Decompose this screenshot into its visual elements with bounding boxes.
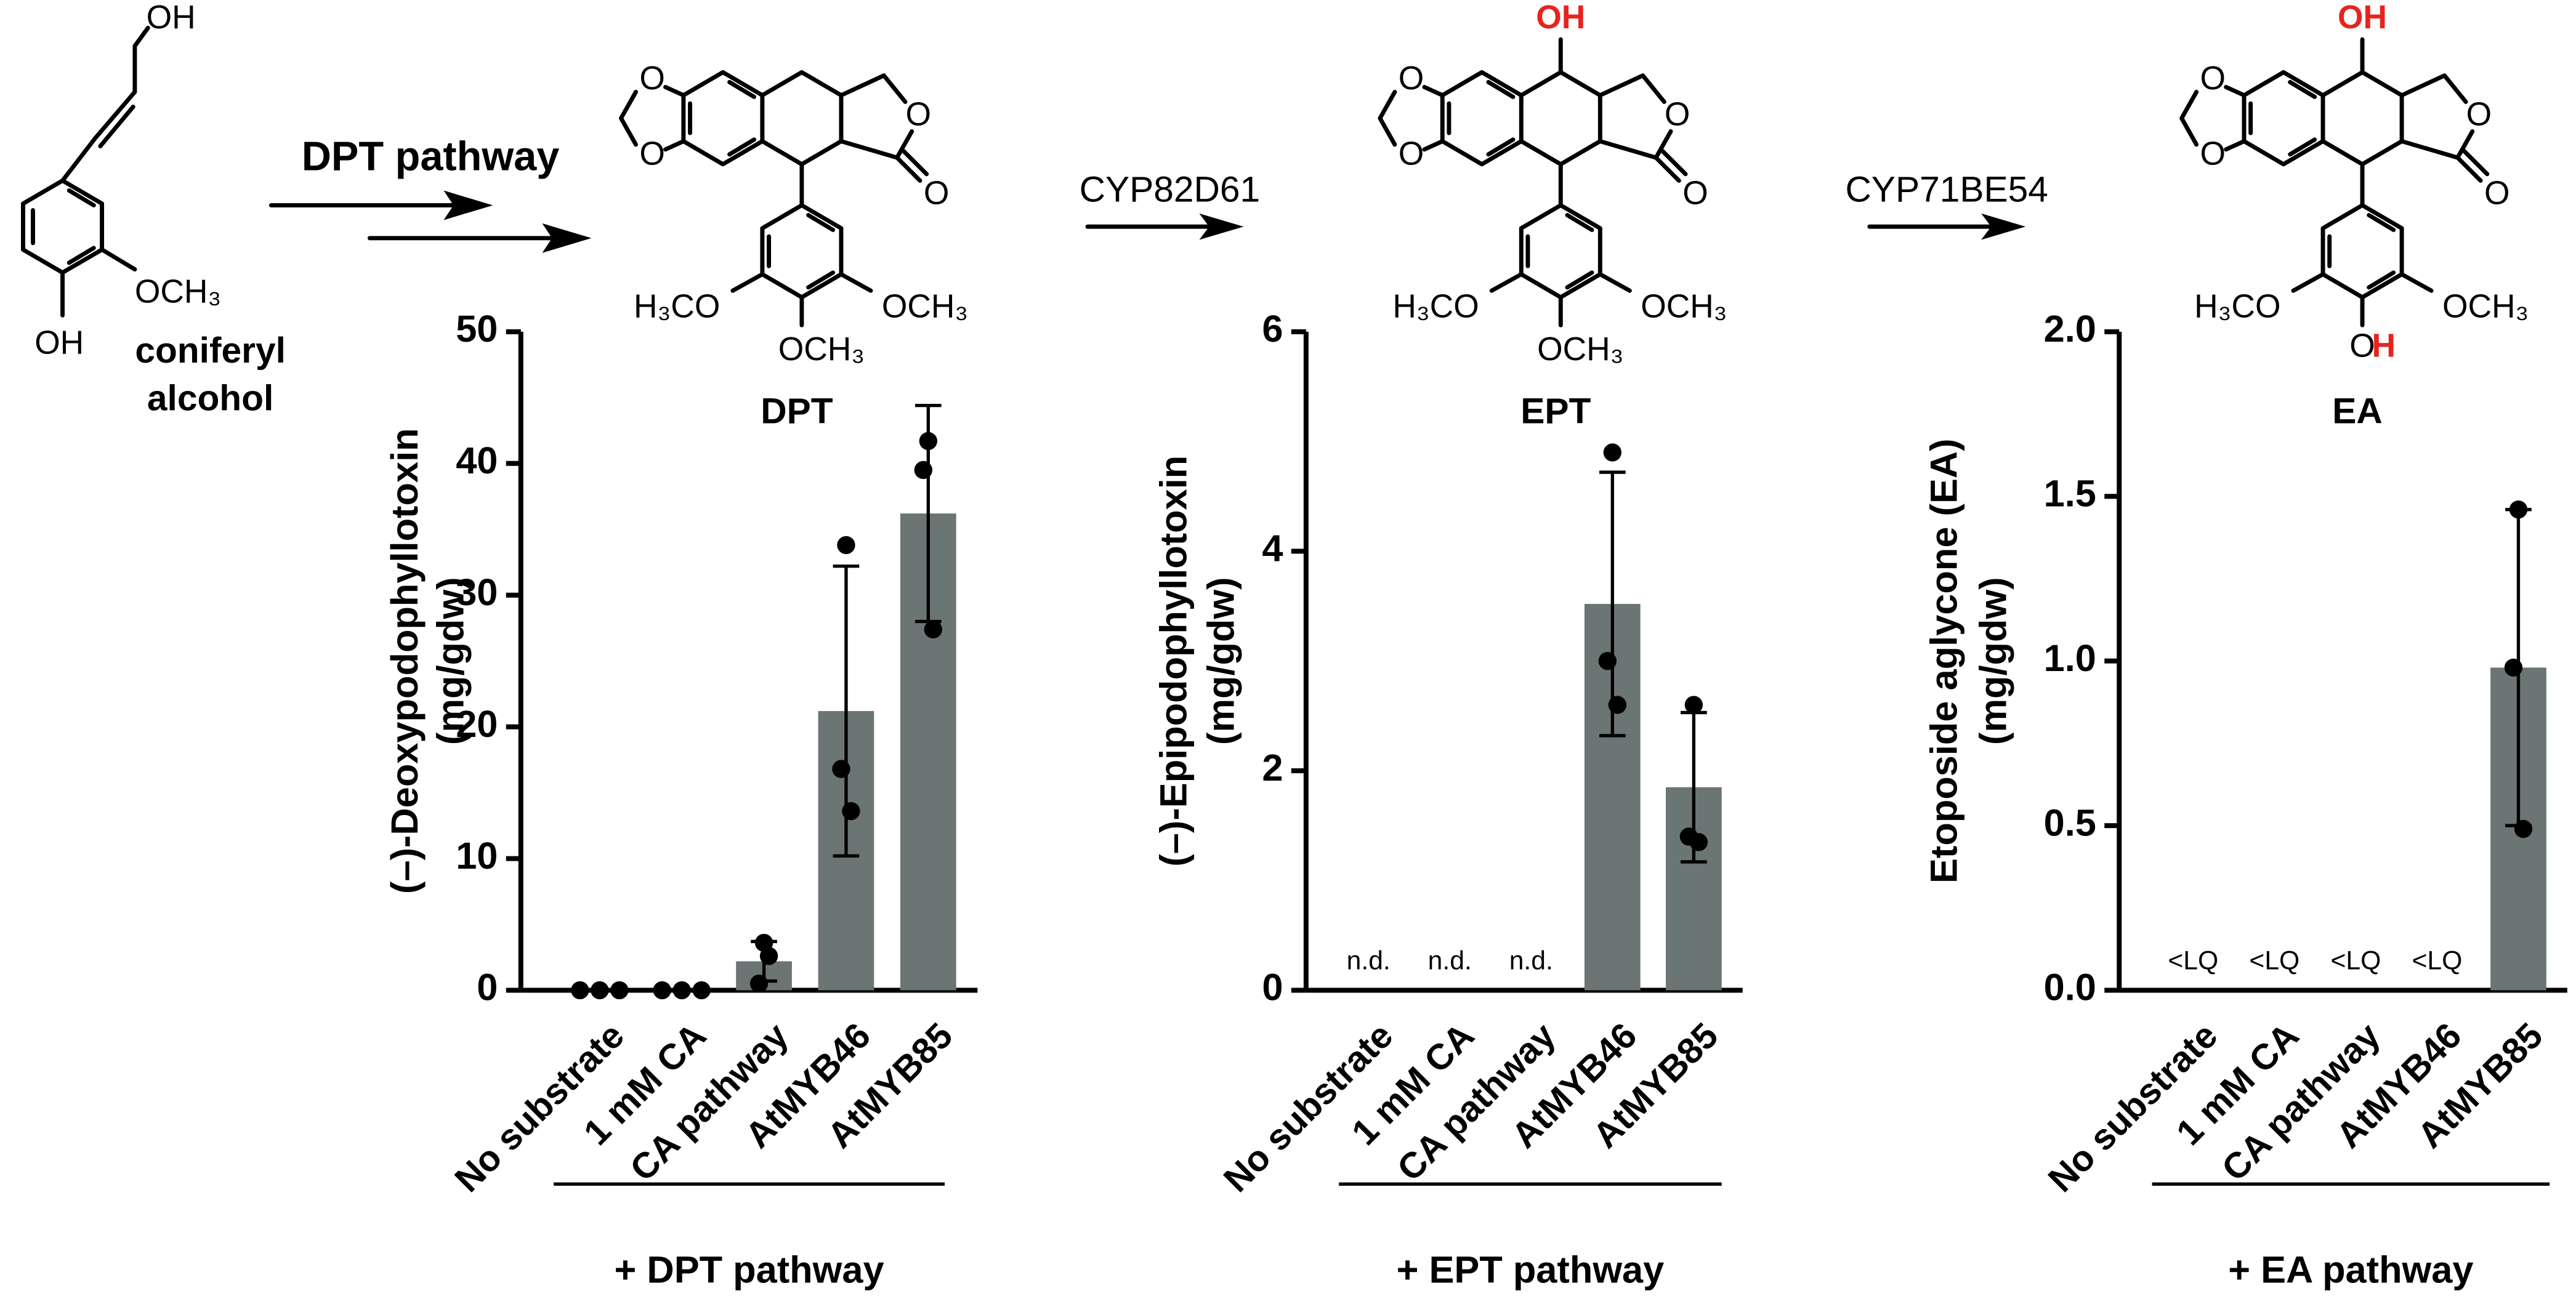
atom-label: OCH₃	[1641, 289, 1727, 325]
data-point	[924, 620, 942, 638]
atom-label: OCH₃	[135, 274, 221, 310]
atom-label: H₃CO	[2194, 289, 2280, 325]
atom-label: OH	[2338, 0, 2387, 36]
bonds	[619, 70, 929, 328]
atom-label: O	[2484, 175, 2510, 212]
y-axis-unit: (mg/gdw)	[1972, 577, 2014, 745]
y-axis-label: (–)-Deoxypodophyllotoxin	[384, 428, 426, 894]
atom-label: OH	[34, 324, 84, 361]
data-point	[591, 981, 609, 1000]
value-label: n.d.	[1428, 946, 1472, 975]
structure: O O O O H₃CO OCH₃ O OH H EA	[2179, 0, 2529, 432]
step-label: DPT pathway	[302, 134, 560, 179]
y-tick-label: 10	[456, 835, 498, 877]
structure: O O O O H₃CO OCH₃ OCH₃ OH EPT	[1378, 0, 1727, 432]
data-point	[914, 460, 932, 480]
value-label: <LQ	[2168, 946, 2218, 975]
atom-label: H₃CO	[634, 289, 720, 325]
atom-label: O	[2200, 60, 2226, 97]
bonds	[1378, 37, 1688, 328]
atom-label: OCH₃	[778, 331, 865, 368]
data-point	[610, 981, 629, 1000]
y-tick-label: 40	[456, 440, 498, 482]
data-point	[653, 981, 671, 1000]
atom-label: OCH₃	[2442, 289, 2529, 325]
group-label: + EA pathway	[2228, 1249, 2473, 1292]
y-tick-label: 30	[456, 571, 498, 614]
reaction-arrows	[269, 190, 2026, 253]
structure: O O O O H₃CO OCH₃ OCH₃ DPT	[619, 60, 968, 432]
y-tick-label: 0.5	[2044, 802, 2096, 844]
atom-label: OCH₃	[1537, 331, 1623, 368]
atom-label: O	[1665, 96, 1690, 132]
value-label: n.d.	[1347, 946, 1391, 975]
bonds	[2179, 37, 2490, 328]
y-tick-label: 1.5	[2044, 472, 2096, 515]
y-tick-label: 20	[456, 703, 498, 746]
data-point	[1608, 696, 1627, 714]
start-name: coniferyl	[135, 331, 286, 371]
data-point	[571, 981, 589, 1000]
atom-label: OH	[147, 0, 196, 36]
atom-label: OCH₃	[882, 289, 968, 325]
atom-label: O	[2466, 96, 2492, 132]
y-tick-label: 2	[1262, 747, 1283, 789]
y-axis-unit: (mg/gdw)	[430, 577, 472, 745]
y-axis-label: (–)-Epipodophyllotoxin	[1152, 456, 1195, 867]
y-tick-label: 0.0	[2044, 967, 2096, 1009]
y-tick-label: 2.0	[2044, 308, 2096, 350]
group-label: + DPT pathway	[615, 1249, 884, 1292]
value-label: <LQ	[2412, 946, 2463, 975]
atom-label: H	[2372, 328, 2396, 364]
atom-label: O	[924, 175, 949, 212]
value-label: n.d.	[1509, 946, 1553, 975]
data-point	[672, 981, 691, 1000]
data-point	[832, 760, 850, 778]
data-point	[2504, 658, 2523, 677]
start-name: alcohol	[147, 378, 273, 418]
step-label: CYP71BE54	[1845, 170, 2048, 210]
compound-name: EA	[2332, 392, 2383, 432]
data-point	[759, 947, 778, 965]
atom-label: O	[2349, 328, 2375, 364]
data-point	[1598, 652, 1617, 670]
step-label: CYP82D61	[1080, 170, 1261, 210]
value-label: <LQ	[2249, 946, 2299, 975]
atom-label: OH	[1536, 0, 1585, 36]
atom-label: O	[1682, 175, 1708, 212]
atom-label: O	[906, 96, 932, 132]
coniferyl-alcohol-structure	[21, 25, 150, 318]
atom-label: O	[1399, 60, 1424, 97]
compound-name: DPT	[761, 392, 833, 432]
atom-label: H₃CO	[1392, 289, 1479, 325]
y-tick-label: 50	[456, 308, 498, 350]
atom-label: O	[1399, 136, 1424, 172]
y-tick-label: 1.0	[2044, 637, 2096, 680]
atom-label: O	[639, 136, 665, 172]
y-tick-label: 4	[1262, 528, 1283, 570]
y-axis-label: Etoposide aglycone (EA)	[1923, 438, 1965, 883]
data-point	[2509, 500, 2528, 519]
data-point	[842, 802, 860, 821]
compound-name: EPT	[1520, 392, 1591, 432]
data-point	[1603, 443, 1622, 462]
data-point	[1689, 833, 1708, 851]
data-point	[2514, 819, 2533, 839]
data-point	[692, 981, 711, 1000]
y-axis-unit: (mg/gdw)	[1200, 577, 1243, 745]
atom-label: O	[639, 60, 665, 97]
y-tick-label: 0	[477, 967, 498, 1009]
y-tick-label: 0	[1262, 967, 1283, 1009]
value-label: <LQ	[2330, 946, 2381, 975]
data-point	[749, 975, 769, 993]
group-label: + EPT pathway	[1397, 1249, 1665, 1292]
atom-label: O	[2200, 136, 2226, 172]
y-tick-label: 6	[1262, 308, 1283, 350]
data-point	[837, 536, 855, 555]
data-point	[919, 432, 937, 451]
data-point	[1684, 696, 1703, 714]
error-bar	[1599, 470, 1626, 738]
